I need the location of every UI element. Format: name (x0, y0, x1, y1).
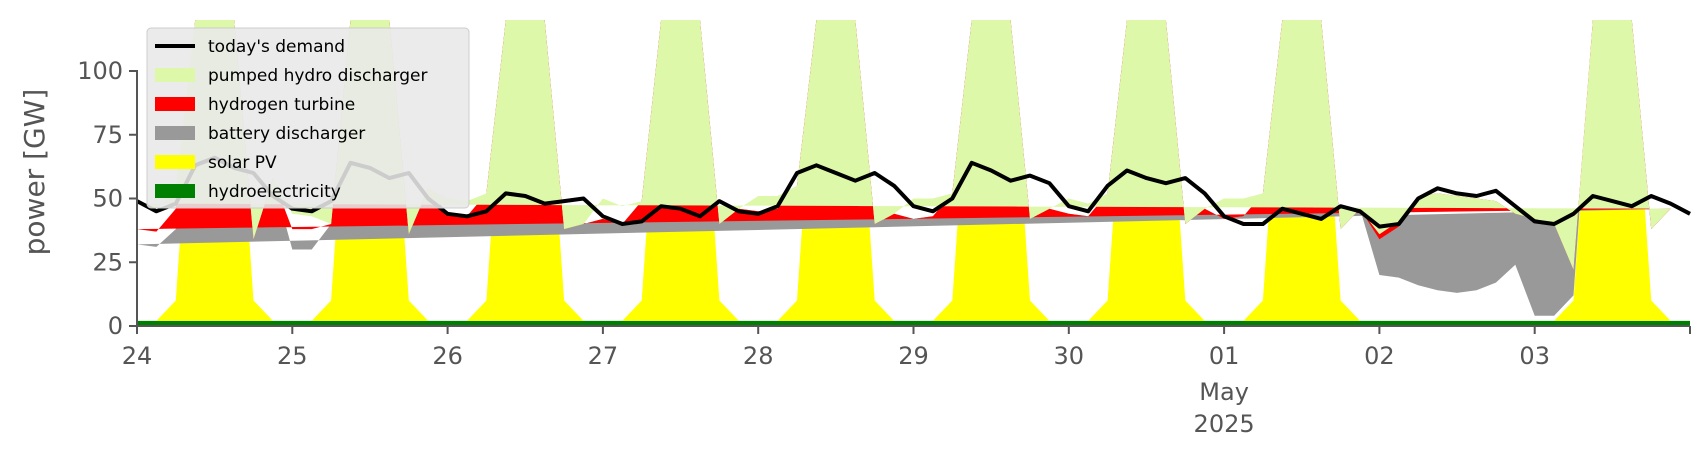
x-tick-label: 29 (898, 342, 929, 370)
x-tick-label: 01 (1209, 342, 1240, 370)
y-tick-label: 0 (108, 312, 123, 340)
x-tick-label: 28 (743, 342, 774, 370)
x-month-label: May (1199, 378, 1249, 406)
y-tick-label: 25 (92, 248, 123, 276)
plot-area (137, 20, 1690, 326)
area-pumped-hydro-discharger (137, 20, 1671, 270)
x-tick-label: 03 (1519, 342, 1550, 370)
legend-swatch-hydrogen-turbine (155, 97, 195, 111)
legend-label-solar-pv: solar PV (208, 153, 277, 173)
x-tick-label: 27 (588, 342, 619, 370)
legend-swatch-hydroelectricity (155, 184, 195, 198)
legend-label-pumped-hydro-discharger: pumped hydro discharger (208, 66, 427, 86)
x-tick-label: 25 (277, 342, 308, 370)
x-month-label: 2025 (1194, 410, 1255, 438)
legend-label-hydrogen-turbine: hydrogen turbine (208, 95, 355, 115)
x-tick-label: 24 (122, 342, 153, 370)
legend-label-battery-discharger: battery discharger (208, 124, 365, 144)
legend-swatch-solar-pv (155, 155, 195, 169)
y-tick-label: 50 (92, 185, 123, 213)
axes: 0 25 50 75 100 24 25 26 27 28 29 30 01 02 03 May 2025 (77, 57, 1691, 438)
x-tick-label: 26 (432, 342, 463, 370)
legend-label-hydroelectricity: hydroelectricity (208, 182, 341, 202)
legend-label-today-s-demand: today's demand (208, 37, 345, 57)
y-tick-label: 100 (77, 57, 123, 85)
legend-swatch-battery-discharger (155, 126, 195, 140)
x-tick-label: 30 (1054, 342, 1085, 370)
y-axis-label: power [GW] (18, 89, 51, 256)
area-hydroelectricity (137, 320, 1690, 326)
y-tick-label: 75 (92, 121, 123, 149)
legend-box (146, 27, 470, 209)
legend-swatch-pumped-hydro-discharger (155, 68, 195, 82)
legend: today's demand pumped hydro discharger hyd… (146, 27, 470, 209)
x-tick-label: 02 (1364, 342, 1395, 370)
